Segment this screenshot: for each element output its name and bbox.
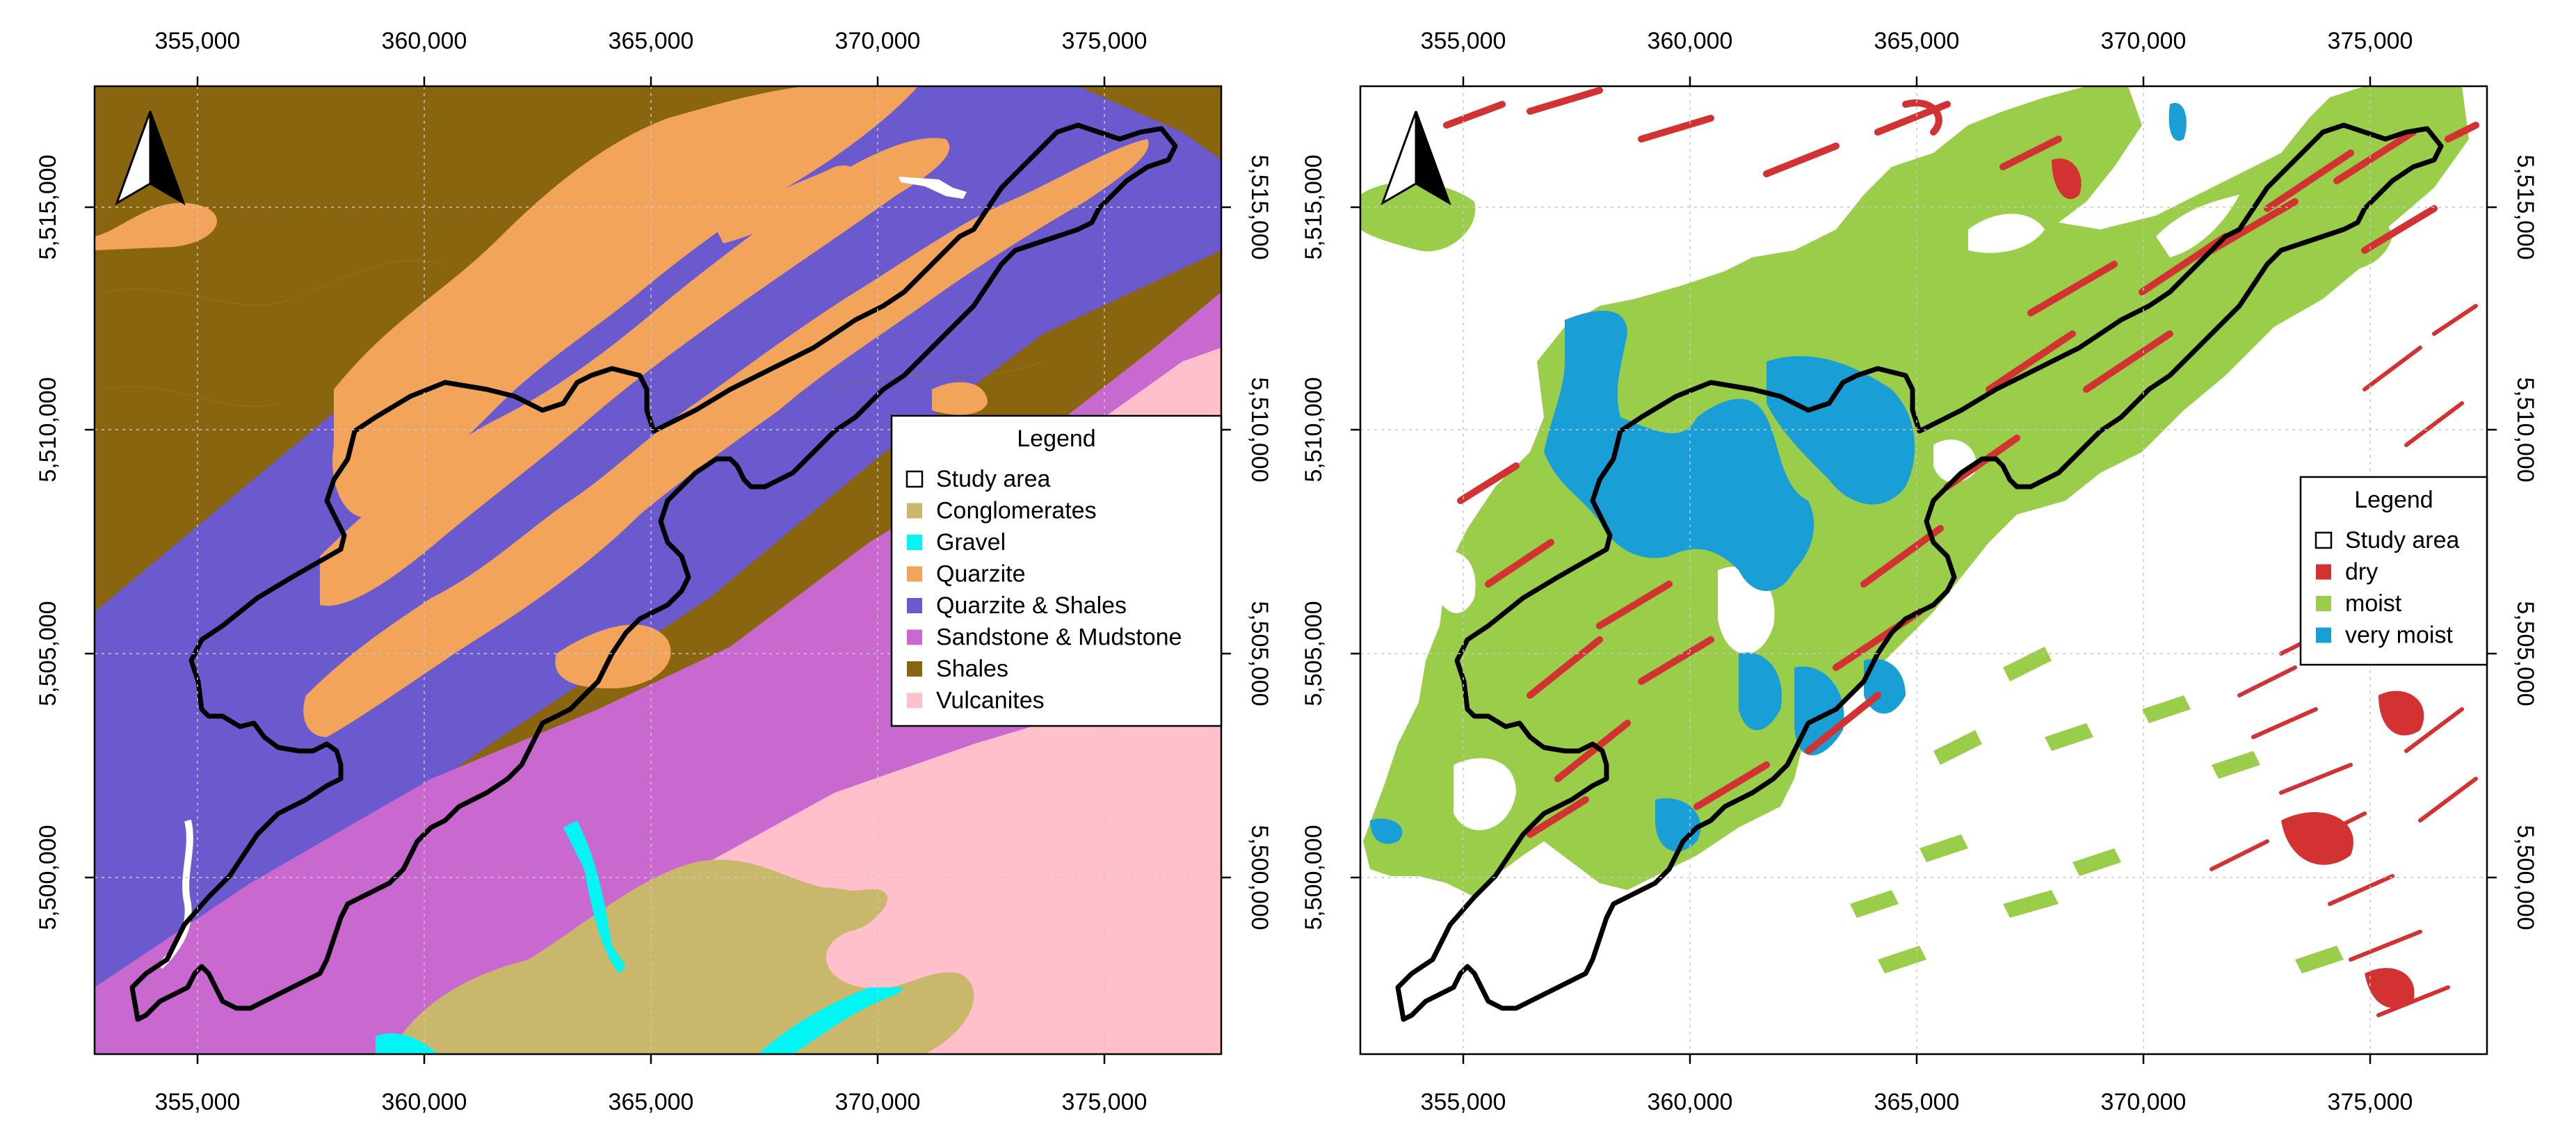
legend-item-label: Study area: [936, 466, 1051, 492]
x-tick-label: 355,000: [1421, 1089, 1506, 1115]
legend-item-label: dry: [2345, 559, 2378, 585]
legend-swatch: [907, 629, 922, 645]
y-tick-label: 5,505,000: [1246, 601, 1273, 706]
x-tick-label: 370,000: [835, 1089, 921, 1115]
x-tick-label: 355,000: [1421, 28, 1506, 54]
y-tick-label: 5,500,000: [1301, 825, 1327, 930]
x-tick-label: 370,000: [2101, 1089, 2187, 1115]
lake: [899, 177, 967, 199]
legend-item-label: Vulcanites: [936, 688, 1045, 714]
x-tick-label: 375,000: [1062, 1089, 1148, 1115]
legend-swatch: [907, 503, 922, 519]
x-tick-label: 375,000: [1062, 28, 1148, 54]
legend-swatch: [2315, 531, 2333, 549]
moisture-legend: Legend Study area dry moist very moist: [2299, 476, 2488, 666]
x-tick-label: 365,000: [1874, 28, 1960, 54]
x-tick-label: 360,000: [382, 28, 467, 54]
y-tick-label: 5,515,000: [1301, 154, 1327, 259]
y-tick-label: 5,510,000: [1301, 377, 1327, 482]
study-area-outline-moisture: [1395, 122, 2444, 1022]
study-area-outline: [129, 122, 1178, 1022]
legend-swatch: [2316, 627, 2331, 643]
x-tick-label: 355,000: [155, 28, 241, 54]
y-tick-label: 5,515,000: [1246, 154, 1273, 259]
geology-map-panel: Legend Study area Conglomerates Gravel Quar…: [93, 85, 1223, 1056]
y-tick-label: 5,505,000: [35, 601, 61, 706]
y-tick-label: 5,500,000: [1246, 825, 1273, 930]
x-tick-label: 360,000: [382, 1089, 467, 1115]
geology-map-layers: [95, 86, 1221, 1054]
dry-areas: [1443, 87, 2479, 1017]
quarzite-shales-band: [95, 86, 1221, 1022]
legend-swatch: [907, 598, 922, 613]
legend-item-label: very moist: [2345, 622, 2453, 649]
legend-title: Legend: [2354, 487, 2433, 513]
y-tick-label: 5,500,000: [35, 825, 61, 930]
x-tick-label: 370,000: [835, 28, 921, 54]
legend-item-label: Gravel: [936, 529, 1006, 556]
y-tick-label: 5,505,000: [1301, 601, 1327, 706]
x-tick-label: 365,000: [609, 1089, 694, 1115]
x-tick-label: 365,000: [609, 28, 694, 54]
x-tick-label: 360,000: [1648, 28, 1733, 54]
legend-swatch: [907, 566, 922, 582]
moist-area: [1363, 86, 2469, 897]
x-tick-label: 375,000: [2328, 28, 2413, 54]
y-tick-label: 5,505,000: [2512, 601, 2538, 706]
axes: 355,000 355,000 360,000 360,000 365,000 365,0…: [35, 28, 2538, 1115]
legend-item-label: Quarzite & Shales: [936, 592, 1127, 619]
legend-item-label: Sandstone & Mudstone: [936, 624, 1182, 651]
moist-fragments: [1850, 647, 2344, 973]
x-tick-label: 355,000: [155, 1089, 241, 1115]
legend-swatch: [907, 661, 922, 677]
y-tick-label: 5,510,000: [2512, 377, 2538, 482]
grid-right: [1360, 86, 2487, 1054]
y-tick-label: 5,515,000: [35, 154, 61, 259]
legend-item-label: moist: [2345, 590, 2402, 617]
grid-left: [95, 86, 1221, 1054]
legend-item-label: Quarzite: [936, 561, 1026, 588]
legend-item-label: Study area: [2345, 527, 2460, 553]
legend-swatch: [2316, 596, 2331, 611]
legend-title: Legend: [1017, 426, 1095, 452]
legend-item-label: Shales: [936, 656, 1008, 682]
y-tick-label: 5,510,000: [1246, 377, 1273, 482]
moisture-map-panel: Legend Study area dry moist very moist: [1359, 85, 2488, 1056]
x-tick-label: 360,000: [1648, 1089, 1733, 1115]
very-moist-areas: [1370, 103, 2187, 852]
y-tick-label: 5,510,000: [35, 377, 61, 482]
x-tick-label: 370,000: [2101, 28, 2187, 54]
gravel-strip: [563, 820, 626, 973]
geology-legend: Legend Study area Conglomerates Gravel Quar…: [890, 414, 1223, 727]
legend-item-label: Conglomerates: [936, 498, 1097, 524]
x-tick-label: 365,000: [1874, 1089, 1960, 1115]
legend-swatch: [907, 693, 922, 709]
legend-swatch: [905, 470, 924, 488]
y-tick-label: 5,500,000: [2512, 825, 2538, 930]
y-tick-label: 5,515,000: [2512, 154, 2538, 259]
moisture-map-layers: [1360, 86, 2487, 1054]
legend-swatch: [2316, 564, 2331, 580]
x-tick-label: 375,000: [2328, 1089, 2413, 1115]
legend-swatch: [907, 535, 922, 550]
dry-patches: [2052, 159, 2426, 1008]
